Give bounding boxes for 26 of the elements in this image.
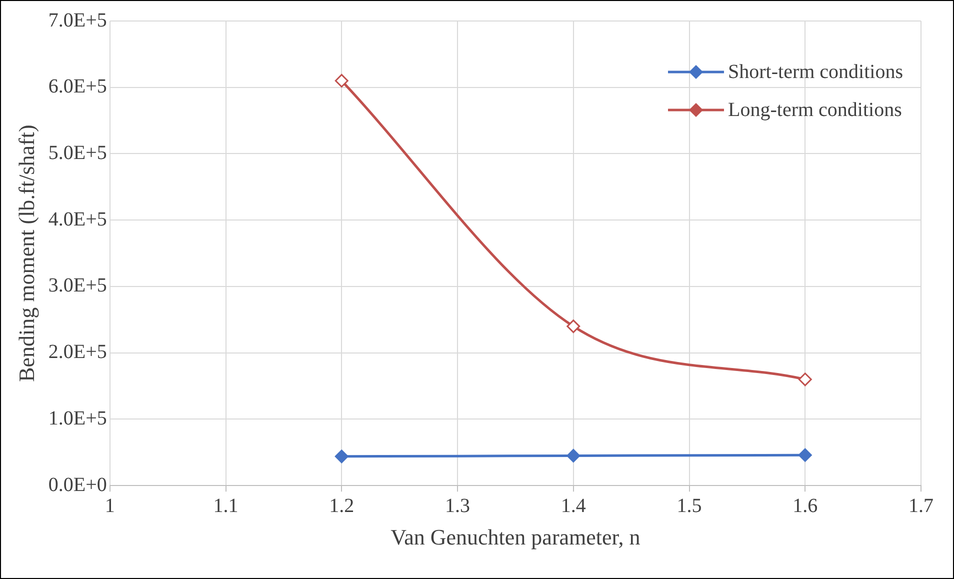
legend-label: Short-term conditions (728, 60, 903, 84)
x-tick-label: 1.6 (792, 494, 818, 517)
y-tick-label: 5.0E+5 (48, 142, 107, 164)
y-tick-label: 4.0E+5 (48, 208, 107, 230)
x-axis-title: Van Genuchten parameter, n (390, 524, 640, 550)
point (334, 450, 348, 464)
x-tick-label: 1 (104, 494, 115, 517)
y-tick-label: 0.0E+0 (48, 474, 107, 496)
y-axis-title: Bending moment (lb.ft/shaft) (14, 124, 39, 382)
x-tick-label: 1.1 (213, 494, 238, 517)
x-tick-label: 1.4 (560, 494, 586, 517)
x-tick-label: 1.2 (329, 494, 354, 517)
legend-label: Long-term conditions (728, 98, 902, 122)
x-tick-label: 1.3 (445, 494, 470, 517)
point (334, 74, 348, 88)
y-tick-label: 7.0E+5 (48, 9, 107, 32)
point (798, 372, 812, 386)
x-tick-label: 1.5 (676, 494, 702, 517)
y-tick-label: 2.0E+5 (48, 341, 107, 364)
y-tick-label: 3.0E+5 (48, 274, 107, 297)
y-tick-label: 6.0E+5 (48, 76, 107, 98)
x-tick-label: 1.7 (908, 494, 934, 517)
point (566, 320, 580, 334)
point (566, 448, 580, 462)
y-tick-label: 1.0E+5 (48, 407, 107, 430)
point (798, 448, 812, 462)
